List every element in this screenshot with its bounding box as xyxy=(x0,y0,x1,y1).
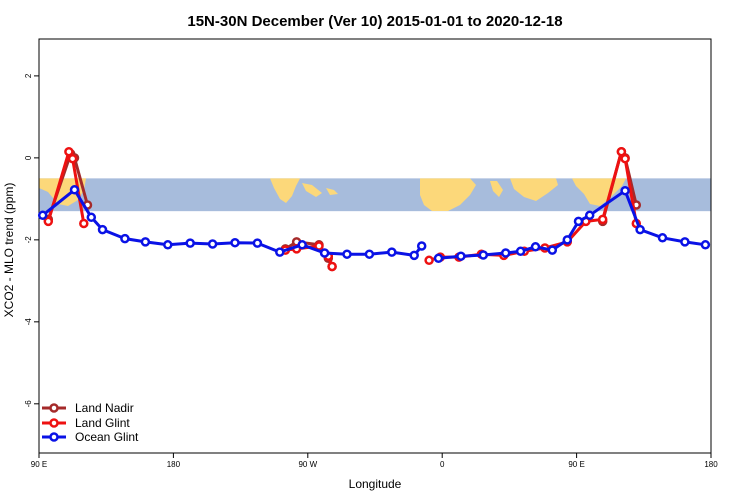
x-axis-label: Longitude xyxy=(349,477,402,491)
data-point-ocean-glint xyxy=(547,245,558,255)
legend-entry-land-glint: Land Glint xyxy=(42,416,130,430)
x-tick-label: 180 xyxy=(167,460,181,469)
legend-marker-land-glint xyxy=(49,418,59,428)
data-point-ocean-glint xyxy=(700,240,711,250)
data-point-ocean-glint xyxy=(573,216,584,227)
x-tick-label: 90 E xyxy=(568,460,584,469)
data-point-ocean-glint xyxy=(364,249,375,259)
legend-label-land-nadir: Land Nadir xyxy=(75,401,134,415)
data-point-ocean-glint xyxy=(680,237,690,247)
y-tick-label: -6 xyxy=(24,400,33,408)
data-point-land-glint xyxy=(424,255,434,266)
map-landmasses xyxy=(39,178,626,211)
data-point-ocean-glint xyxy=(275,247,285,257)
data-point-ocean-glint xyxy=(230,237,240,248)
plot-frame xyxy=(38,38,712,454)
data-point-ocean-glint xyxy=(515,246,526,257)
data-point-ocean-glint xyxy=(530,242,541,252)
x-tick-label: 180 xyxy=(704,460,718,469)
data-point-ocean-glint xyxy=(252,238,263,248)
legend-label-land-glint: Land Glint xyxy=(75,416,130,430)
data-point-ocean-glint xyxy=(207,239,218,249)
legend-entry-ocean-glint: Ocean Glint xyxy=(42,430,139,444)
data-point-land-glint xyxy=(67,153,78,164)
data-point-land-glint xyxy=(314,241,324,251)
data-point-ocean-glint xyxy=(584,210,595,221)
data-point-ocean-glint xyxy=(69,185,80,195)
data-point-ocean-glint xyxy=(409,250,419,261)
data-point-ocean-glint xyxy=(387,247,397,257)
data-point-land-glint xyxy=(597,214,608,225)
data-point-land-glint xyxy=(79,218,89,229)
data-point-ocean-glint xyxy=(478,250,489,260)
data-point-ocean-glint xyxy=(163,240,173,250)
x-tick-label: 90 W xyxy=(298,460,317,469)
y-tick-label: -2 xyxy=(24,236,33,244)
data-point-ocean-glint xyxy=(120,233,130,244)
data-point-ocean-glint xyxy=(37,210,48,221)
world-map-band xyxy=(39,178,711,212)
data-point-ocean-glint xyxy=(297,240,307,250)
data-point-ocean-glint xyxy=(620,185,630,196)
data-point-ocean-glint xyxy=(342,249,352,259)
legend: Land Nadir Land Glint Ocean Glint xyxy=(42,401,139,444)
data-point-ocean-glint xyxy=(456,251,466,261)
data-point-ocean-glint xyxy=(433,253,444,264)
y-tick-label: 0 xyxy=(24,155,33,160)
series-ocean-glint xyxy=(37,185,711,264)
x-axis-ticks: 90 E 180 90 W 0 90 E 180 xyxy=(31,453,718,469)
chart-title: 15N-30N December (Ver 10) 2015-01-01 to … xyxy=(187,13,562,30)
data-point-ocean-glint xyxy=(635,224,645,235)
y-tick-label: 2 xyxy=(24,73,33,78)
data-point-land-glint xyxy=(64,146,74,157)
series-layer xyxy=(37,146,711,272)
data-point-land-glint xyxy=(327,261,337,272)
data-point-ocean-glint xyxy=(319,248,330,258)
legend-marker-land-nadir xyxy=(49,403,59,413)
data-point-ocean-glint xyxy=(185,238,195,248)
data-point-ocean-glint xyxy=(97,224,108,235)
data-point-ocean-glint xyxy=(86,212,97,223)
data-point-ocean-glint xyxy=(657,233,668,243)
legend-entry-land-nadir: Land Nadir xyxy=(42,401,134,415)
y-axis-ticks: -6 -4 -2 0 2 xyxy=(24,73,39,407)
data-point-ocean-glint xyxy=(500,248,511,258)
data-point-land-glint xyxy=(616,146,627,157)
x-tick-label: 0 xyxy=(440,460,445,469)
x-tick-label: 90 E xyxy=(31,460,47,469)
data-point-ocean-glint xyxy=(140,237,151,247)
data-point-ocean-glint xyxy=(562,235,573,245)
data-point-land-glint xyxy=(43,216,54,227)
y-axis-label: XCO2 - MLO trend (ppm) xyxy=(2,183,16,318)
legend-label-ocean-glint: Ocean Glint xyxy=(75,430,139,444)
legend-marker-ocean-glint xyxy=(49,432,59,442)
data-point-ocean-glint xyxy=(416,241,427,251)
y-tick-label: -4 xyxy=(24,318,33,326)
data-point-land-glint xyxy=(620,153,630,164)
